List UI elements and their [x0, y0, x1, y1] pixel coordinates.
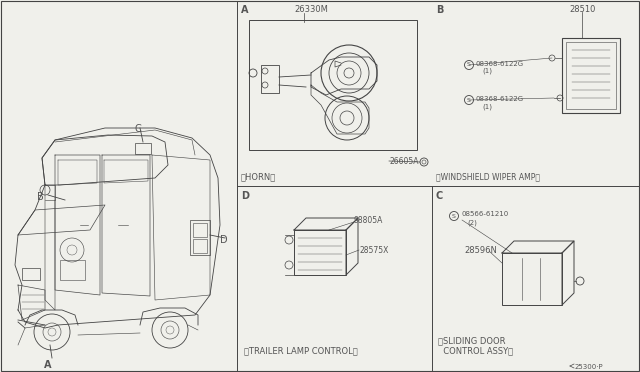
Bar: [135, 143, 151, 154]
Text: 98805A: 98805A: [354, 216, 383, 225]
Text: A: A: [241, 5, 248, 15]
Bar: [60, 260, 85, 280]
Text: D: D: [220, 235, 228, 245]
Text: A: A: [44, 360, 52, 370]
Text: (2): (2): [467, 219, 477, 225]
Text: S: S: [467, 62, 471, 67]
Text: 08368-6122G: 08368-6122G: [476, 96, 524, 102]
Bar: [22, 268, 40, 280]
Text: (1): (1): [482, 68, 492, 74]
Text: 〈HORN〉: 〈HORN〉: [241, 172, 276, 181]
Text: 08368-6122G: 08368-6122G: [476, 61, 524, 67]
Text: 25300·P: 25300·P: [575, 364, 604, 370]
Bar: [193, 239, 207, 253]
Text: 〈WINDSHIELD WIPER AMP〉: 〈WINDSHIELD WIPER AMP〉: [436, 172, 540, 181]
Text: B: B: [36, 192, 44, 202]
Text: 26605A: 26605A: [389, 157, 419, 166]
Bar: [562, 38, 620, 113]
Text: B: B: [436, 5, 444, 15]
Text: 〈TRAILER LAMP CONTROL〉: 〈TRAILER LAMP CONTROL〉: [244, 346, 358, 355]
Text: 28510: 28510: [569, 5, 595, 14]
Text: 26330M: 26330M: [294, 5, 328, 14]
Bar: [502, 253, 562, 305]
Text: S: S: [467, 97, 471, 103]
Text: 28575X: 28575X: [359, 246, 388, 255]
Bar: [193, 223, 207, 237]
Text: D: D: [241, 191, 249, 201]
Text: S: S: [452, 214, 456, 218]
Text: C: C: [134, 124, 141, 134]
Text: (1): (1): [482, 103, 492, 109]
Text: 28596N: 28596N: [464, 246, 497, 255]
Text: 08566-61210: 08566-61210: [461, 211, 508, 217]
Text: 〈SLIDING DOOR
  CONTROL ASSY〉: 〈SLIDING DOOR CONTROL ASSY〉: [438, 336, 513, 355]
Text: C: C: [436, 191, 444, 201]
Bar: [249, 20, 417, 150]
Bar: [566, 42, 616, 109]
Bar: [294, 230, 346, 275]
Bar: [261, 65, 279, 93]
Bar: [190, 220, 210, 255]
